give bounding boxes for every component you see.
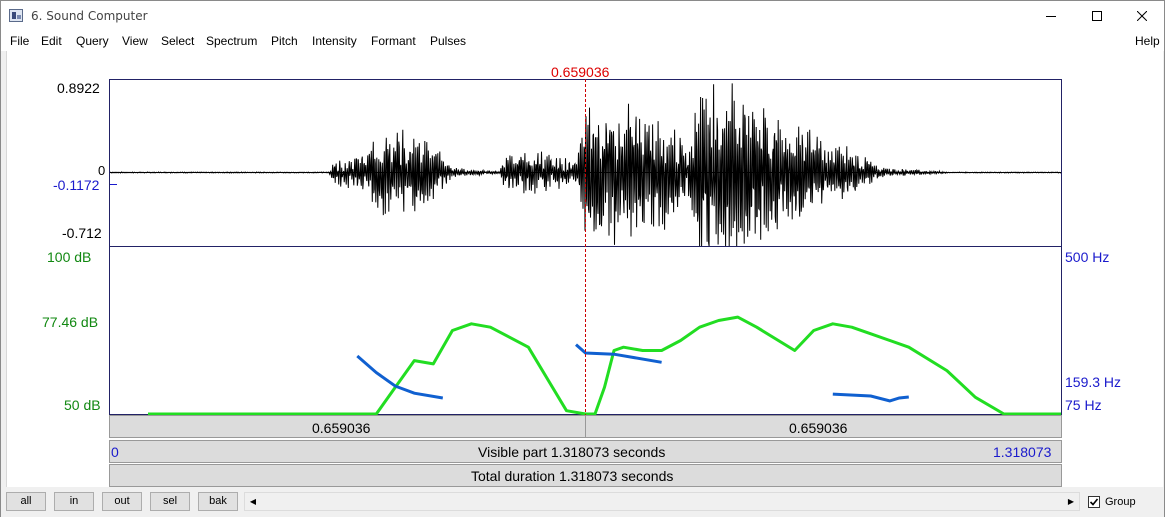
group-checkbox[interactable] — [1088, 496, 1100, 508]
zoom-sel-button[interactable]: sel — [150, 492, 190, 511]
menu-select[interactable]: Select — [161, 34, 195, 48]
group-label: Group — [1105, 496, 1136, 508]
intensity-curve-group — [148, 315, 1061, 416]
sound-canvas[interactable]: 0.659036 0.8922 0 -0.1172 -0.712 100 dB … — [7, 51, 1163, 487]
waveform-min-label: -0.712 — [62, 225, 102, 241]
waveform-cursor-value-label: -0.1172 — [53, 177, 100, 193]
visible-end-label: 1.318073 — [993, 444, 1052, 460]
intensity-curve — [148, 315, 1061, 416]
scroll-thumb[interactable] — [262, 493, 1062, 510]
menu-intensity[interactable]: Intensity — [312, 34, 357, 48]
right-part-label[interactable]: 0.659036 — [789, 420, 848, 436]
zoom-in-button[interactable]: in — [54, 492, 94, 511]
menu-file[interactable]: File — [10, 34, 30, 48]
zoom-back-button[interactable]: bak — [198, 492, 238, 511]
scroll-left-icon[interactable]: ◀ — [249, 497, 257, 506]
pitch-bottom-label: 75 Hz — [1065, 397, 1102, 413]
minimize-button[interactable] — [1028, 1, 1074, 31]
visible-part-label[interactable]: Visible part 1.318073 seconds — [478, 444, 666, 460]
close-button[interactable] — [1119, 1, 1165, 31]
menu-help[interactable]: Help — [1135, 34, 1160, 48]
menu-edit[interactable]: Edit — [41, 34, 62, 48]
pitch-curve-segment-1 — [356, 354, 444, 400]
menu-pulses[interactable]: Pulses — [430, 34, 467, 48]
bottom-toolbar: all in out sel bak ◀ ▶ Group — [1, 487, 1164, 517]
maximize-icon — [1092, 11, 1102, 21]
zoom-all-button[interactable]: all — [6, 492, 46, 511]
scroll-right-icon[interactable]: ▶ — [1067, 497, 1075, 506]
pitch-top-label: 500 Hz — [1065, 249, 1110, 265]
pitch-cursor-label: 159.3 Hz — [1065, 374, 1122, 390]
intensity-top-label: 100 dB — [47, 249, 92, 265]
total-duration-bar — [109, 464, 1062, 487]
waveform-zero-label: 0 — [98, 163, 106, 178]
waveform-path — [109, 83, 1062, 247]
pitch-curve-segment-5 — [832, 392, 909, 403]
time-scrollbar[interactable]: ◀ ▶ — [244, 492, 1080, 511]
maximize-button[interactable] — [1074, 1, 1120, 31]
pitch-curve-segment-2 — [575, 343, 662, 364]
cursor-time-label: 0.659036 — [551, 64, 610, 80]
sound-plot[interactable] — [7, 51, 1163, 487]
left-edge — [1, 51, 7, 487]
menu-bar: File Edit Query View Select Spectrum Pit… — [1, 31, 1164, 51]
pitch-curve-group — [356, 343, 909, 403]
waveform-signal — [109, 83, 1062, 247]
minimize-icon — [1046, 16, 1056, 17]
title-bar: 6. Sound Computer — [1, 1, 1164, 31]
window-title: 6. Sound Computer — [31, 9, 148, 23]
menu-pitch[interactable]: Pitch — [271, 34, 298, 48]
menu-spectrum[interactable]: Spectrum — [206, 34, 258, 48]
menu-view[interactable]: View — [122, 34, 148, 48]
intensity-bottom-label: 50 dB — [64, 397, 101, 413]
right-part-cell — [585, 415, 1062, 438]
intensity-mid-label: 77.46 dB — [42, 314, 99, 330]
visible-start-label: 0 — [111, 444, 119, 460]
app-icon — [9, 9, 23, 22]
visible-part-bar — [109, 440, 1062, 463]
left-part-label[interactable]: 0.659036 — [312, 420, 371, 436]
waveform-max-label: 0.8922 — [57, 80, 100, 96]
menu-formant[interactable]: Formant — [371, 34, 416, 48]
total-duration-label[interactable]: Total duration 1.318073 seconds — [471, 468, 674, 484]
menu-query[interactable]: Query — [76, 34, 109, 48]
checkmark-icon — [1089, 498, 1099, 506]
zoom-out-button[interactable]: out — [102, 492, 142, 511]
close-icon — [1137, 11, 1147, 21]
